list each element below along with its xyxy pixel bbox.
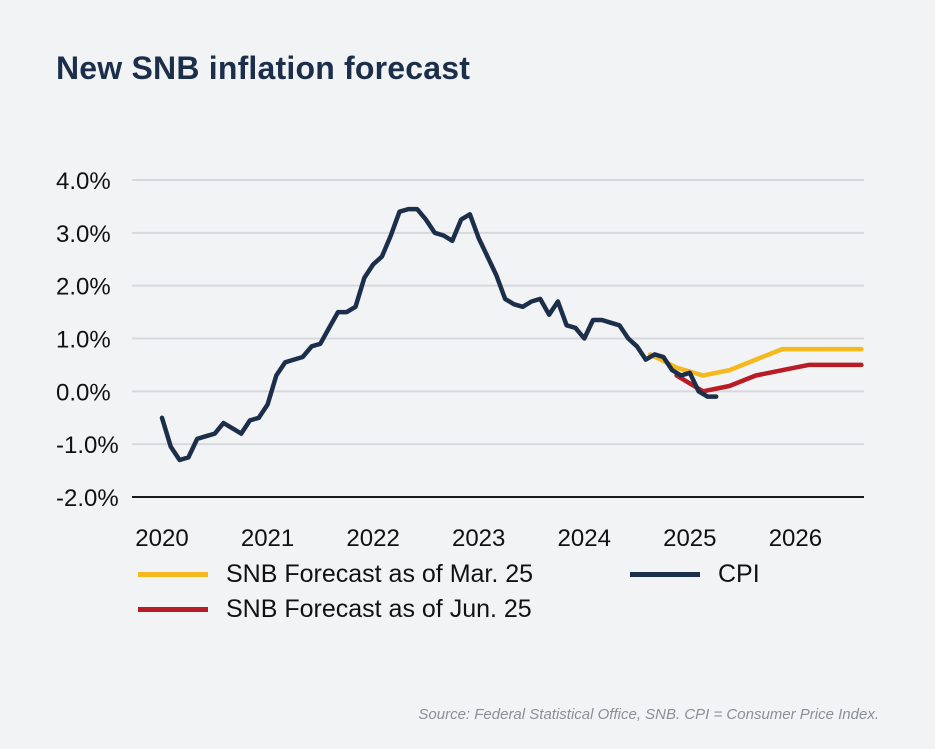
x-tick-label: 2022 — [346, 525, 399, 552]
y-tick-label: -1.0% — [56, 432, 119, 459]
chart-title: New SNB inflation forecast — [56, 50, 471, 86]
y-tick-label: -2.0% — [56, 485, 119, 512]
series-line-cpi — [159, 206, 719, 463]
x-tick-label: 2020 — [135, 525, 188, 552]
y-tick-label: 4.0% — [56, 168, 111, 195]
series-line-mar — [647, 346, 864, 378]
y-tick-label: 2.0% — [56, 274, 111, 301]
y-tick-label: 0.0% — [56, 379, 111, 406]
y-tick-label: 3.0% — [56, 221, 111, 248]
x-tick-label: 2026 — [769, 525, 822, 552]
x-tick-label: 2021 — [241, 525, 294, 552]
x-tick-label: 2025 — [663, 525, 716, 552]
y-tick-label: 1.0% — [56, 327, 111, 354]
x-tick-label: 2023 — [452, 525, 505, 552]
source-note: Source: Federal Statistical Office, SNB.… — [418, 706, 879, 723]
x-tick-label: 2024 — [558, 525, 611, 552]
series-line-jun — [674, 362, 864, 394]
